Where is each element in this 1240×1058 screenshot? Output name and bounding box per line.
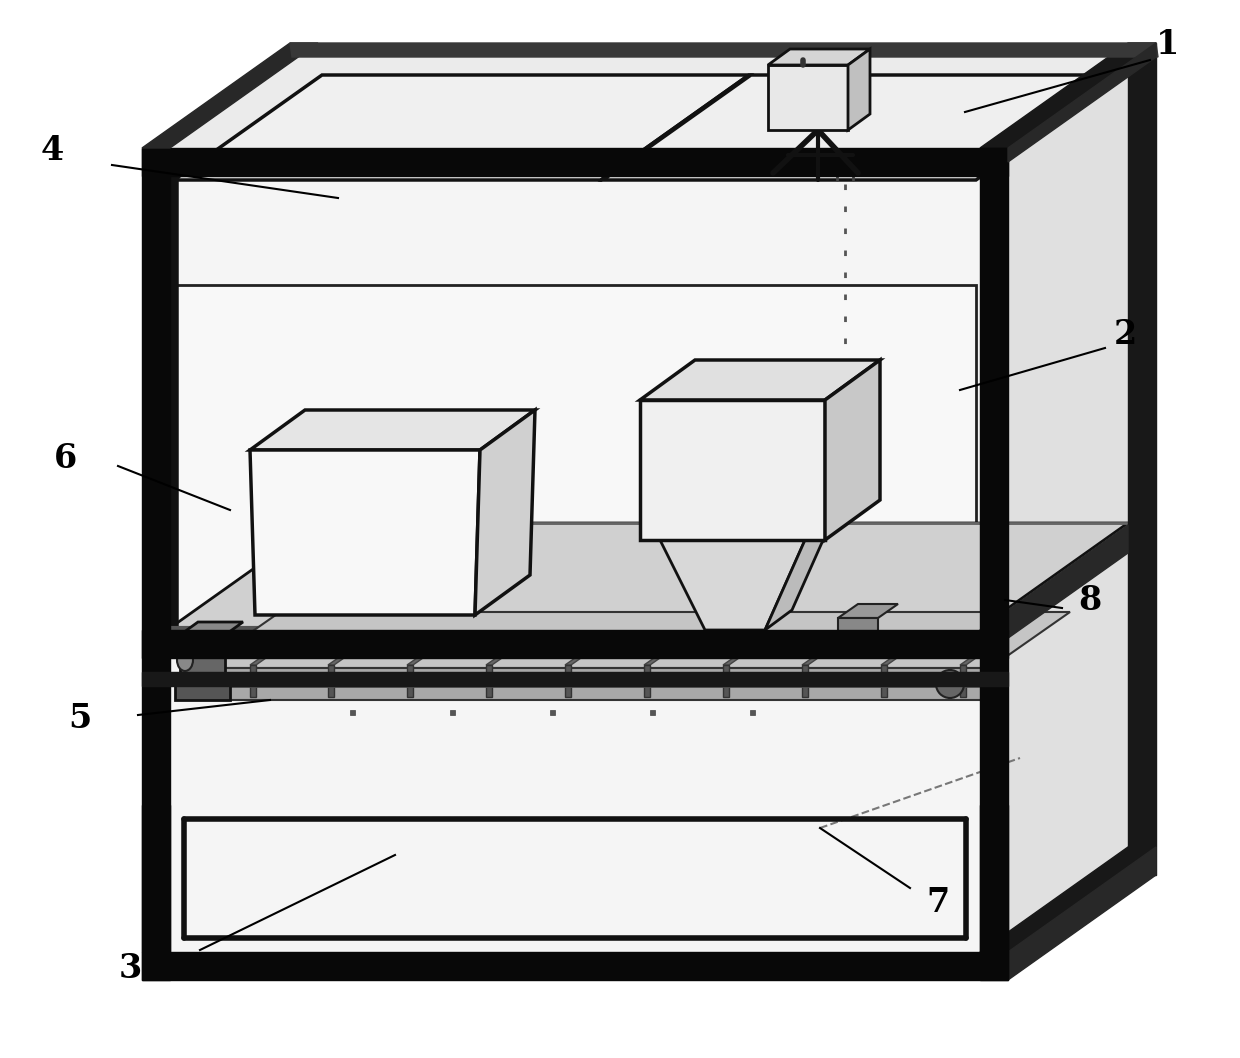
Polygon shape [1008, 43, 1156, 980]
Polygon shape [250, 450, 480, 615]
Polygon shape [450, 710, 455, 715]
Polygon shape [644, 658, 660, 665]
Polygon shape [143, 148, 170, 980]
Polygon shape [170, 523, 1128, 628]
Polygon shape [880, 665, 887, 697]
Ellipse shape [936, 670, 963, 698]
Polygon shape [407, 658, 423, 665]
Polygon shape [765, 519, 832, 630]
Polygon shape [143, 630, 1008, 658]
Ellipse shape [177, 649, 193, 671]
Polygon shape [980, 525, 1128, 658]
Polygon shape [143, 148, 1008, 980]
Polygon shape [848, 49, 870, 130]
Polygon shape [980, 805, 1008, 952]
Polygon shape [660, 519, 832, 540]
Polygon shape [768, 65, 848, 130]
Polygon shape [750, 710, 755, 715]
Polygon shape [475, 411, 534, 615]
Polygon shape [200, 612, 1070, 668]
Text: 4: 4 [41, 133, 63, 166]
Polygon shape [960, 665, 966, 697]
Polygon shape [640, 400, 825, 540]
Polygon shape [880, 658, 897, 665]
Polygon shape [143, 805, 170, 952]
Polygon shape [980, 847, 1156, 952]
Polygon shape [174, 75, 749, 180]
Polygon shape [565, 658, 582, 665]
Polygon shape [170, 628, 980, 646]
Polygon shape [486, 665, 492, 697]
Polygon shape [1008, 847, 1156, 980]
Polygon shape [350, 710, 355, 715]
Polygon shape [407, 665, 413, 697]
Polygon shape [640, 360, 880, 400]
Polygon shape [329, 665, 334, 697]
Polygon shape [980, 43, 1156, 148]
Polygon shape [960, 658, 976, 665]
Text: 1: 1 [1157, 29, 1179, 61]
Polygon shape [980, 148, 1008, 980]
Polygon shape [143, 148, 1008, 176]
Polygon shape [802, 665, 808, 697]
Text: 5: 5 [68, 701, 92, 734]
Polygon shape [180, 622, 243, 635]
Polygon shape [250, 411, 534, 450]
Polygon shape [723, 658, 739, 665]
Polygon shape [650, 710, 655, 715]
Polygon shape [143, 952, 1008, 980]
Polygon shape [143, 672, 1008, 686]
Text: 8: 8 [1079, 584, 1101, 617]
Polygon shape [551, 710, 556, 715]
Polygon shape [250, 658, 267, 665]
Text: 7: 7 [926, 886, 950, 918]
Polygon shape [838, 618, 878, 647]
Polygon shape [143, 43, 317, 148]
Polygon shape [603, 75, 1123, 180]
Text: 2: 2 [1114, 318, 1137, 351]
Polygon shape [825, 360, 880, 540]
Polygon shape [768, 49, 870, 65]
Polygon shape [838, 604, 898, 618]
Polygon shape [329, 658, 343, 665]
Polygon shape [802, 658, 818, 665]
Polygon shape [174, 285, 976, 628]
Polygon shape [660, 540, 805, 630]
Polygon shape [723, 665, 729, 697]
Text: 3: 3 [118, 951, 141, 985]
Polygon shape [200, 668, 990, 700]
Polygon shape [290, 43, 1158, 57]
Polygon shape [143, 43, 1156, 148]
Polygon shape [175, 685, 229, 700]
Polygon shape [180, 635, 224, 685]
Polygon shape [644, 665, 650, 697]
Polygon shape [1008, 43, 1156, 162]
Polygon shape [486, 658, 502, 665]
Polygon shape [250, 665, 255, 697]
Polygon shape [1128, 43, 1156, 875]
Polygon shape [565, 665, 570, 697]
Text: 6: 6 [53, 441, 77, 474]
